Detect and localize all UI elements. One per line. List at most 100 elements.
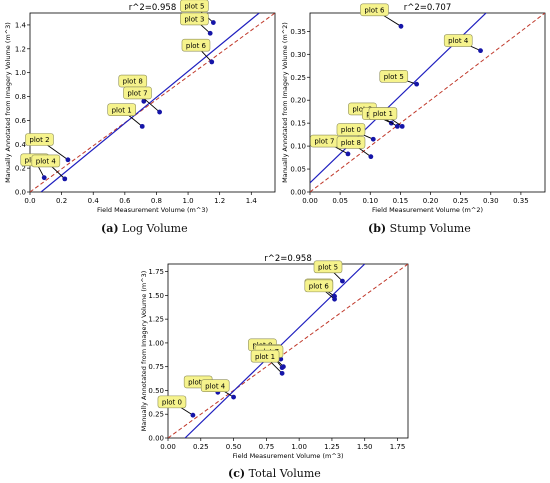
x-tick-label-c-7: 1.75	[390, 443, 406, 451]
point-label-a-1: plot 2	[29, 136, 49, 144]
x-tick-label-c-5: 1.25	[324, 443, 340, 451]
data-point-a-1	[65, 157, 71, 163]
point-label-box-c-0	[313, 260, 343, 274]
point-label-a-5: plot 7	[127, 90, 147, 98]
point-label-box-b-0	[360, 3, 389, 17]
y-tick-label-a-1: 0.2	[15, 165, 26, 173]
y-tick-label-b-0: 0.00	[290, 189, 306, 197]
x-tick-label-c-1: 0.25	[193, 443, 209, 451]
data-point-b-6	[370, 136, 376, 142]
point-label-c-9: plot 0	[162, 398, 182, 406]
point-label-box-a-3	[107, 103, 136, 116]
data-point-c-6	[279, 370, 285, 376]
data-point-b-7	[345, 151, 351, 157]
point-label-c-2: plot 6	[309, 282, 330, 290]
point-label-c-8: plot 4	[205, 382, 226, 390]
caption-a: (a) Log Volume	[101, 222, 188, 235]
y-axis-label-b: Manually Annotated from Imagery Volume (…	[281, 22, 289, 183]
x-tick-label-c-3: 0.75	[259, 443, 275, 451]
data-point-a-3	[139, 123, 145, 129]
caption-b-letter: (b)	[368, 222, 387, 235]
y-tick-label-b-3: 0.15	[290, 120, 306, 128]
caption-a-text: Log Volume	[122, 222, 188, 235]
point-label-box-a-1	[25, 133, 54, 146]
point-label-box-a-2	[31, 154, 61, 168]
x-tick-label-a-4: 0.8	[151, 197, 162, 205]
caption-b-text: Stump Volume	[389, 222, 471, 235]
data-point-b-5	[399, 123, 405, 129]
x-axis-label-a: Field Measurement Volume (m^3)	[97, 206, 208, 214]
point-label-box-c-2	[304, 279, 334, 293]
data-point-a-5	[157, 109, 163, 115]
data-point-a-7	[207, 30, 213, 36]
x-tick-label-b-6: 0.30	[483, 197, 499, 205]
point-label-box-a-7	[180, 12, 209, 26]
y-tick-label-c-7: 1.75	[148, 268, 164, 276]
data-point-c-5	[279, 365, 285, 371]
point-label-box-b-2	[379, 70, 409, 83]
y-tick-label-c-5: 1.25	[148, 316, 164, 324]
y-tick-label-c-2: 0.50	[148, 387, 164, 395]
x-tick-label-a-6: 1.2	[214, 197, 225, 205]
caption-b: (b) Stump Volume	[368, 222, 471, 235]
x-tick-label-b-4: 0.20	[423, 197, 439, 205]
point-label-box-a-6	[180, 0, 209, 13]
data-point-c-2	[332, 296, 337, 302]
point-label-box-b-6	[336, 123, 366, 136]
data-point-c-3	[278, 356, 284, 362]
data-point-c-9	[190, 412, 196, 418]
point-label-a-3: plot 1	[112, 106, 132, 114]
caption-a-letter: (a)	[101, 222, 119, 235]
point-label-c-0: plot 5	[318, 263, 338, 271]
data-point-c-8	[231, 394, 236, 400]
y-tick-label-b-6: 0.30	[290, 51, 306, 59]
x-axis-label-b: Field Measurement Volume (m^2)	[372, 206, 483, 214]
y-tick-label-c-0: 0.00	[148, 435, 164, 443]
x-tick-label-c-2: 0.50	[226, 443, 242, 451]
chart-title-a: r^2=0.958	[129, 3, 176, 13]
x-tick-label-a-7: 1.4	[246, 197, 258, 205]
y-tick-label-c-1: 0.25	[148, 411, 164, 419]
data-point-a-6	[210, 20, 216, 25]
fit-line-a	[40, 13, 260, 192]
y-tick-label-c-4: 1.00	[148, 339, 164, 347]
point-label-box-c-8	[200, 379, 230, 393]
data-point-b-1	[478, 48, 483, 54]
y-tick-label-a-7: 1.4	[15, 21, 27, 29]
y-tick-label-a-5: 1.0	[15, 69, 26, 77]
point-label-b-6: plot 0	[341, 126, 361, 134]
point-label-a-6: plot 5	[184, 2, 204, 10]
point-label-b-8: plot 8	[341, 139, 361, 147]
point-label-c-6: plot 1	[255, 353, 275, 361]
point-label-a-7: plot 3	[184, 16, 204, 24]
y-tick-label-a-0: 0.0	[15, 189, 26, 197]
data-point-b-2	[414, 81, 420, 87]
x-tick-label-a-1: 0.2	[56, 197, 67, 205]
point-label-b-7: plot 7	[314, 138, 334, 146]
data-point-a-8	[209, 59, 215, 65]
y-tick-label-b-4: 0.20	[290, 97, 306, 105]
point-label-b-0: plot 6	[364, 6, 385, 14]
x-tick-label-a-0: 0.0	[24, 197, 35, 205]
point-label-b-1: plot 4	[448, 37, 469, 45]
y-tick-label-a-4: 0.8	[15, 93, 26, 101]
y-tick-label-b-5: 0.25	[290, 74, 306, 82]
y-axis-label-a: Manually Annotated from Imagery Volume (…	[4, 22, 12, 183]
caption-c: (c) Total Volume	[228, 467, 321, 480]
y-tick-label-b-7: 0.35	[290, 28, 306, 36]
point-label-box-b-5	[368, 107, 398, 120]
y-tick-label-c-3: 0.75	[148, 363, 164, 371]
y-tick-label-b-2: 0.10	[290, 143, 306, 151]
point-label-a-8: plot 6	[186, 42, 207, 50]
x-tick-label-b-1: 0.05	[332, 197, 348, 205]
y-tick-label-a-3: 0.6	[15, 117, 27, 125]
chart-title-c: r^2=0.958	[264, 254, 311, 264]
point-label-box-a-8	[181, 38, 211, 52]
data-point-b-4	[394, 123, 400, 129]
caption-c-text: Total Volume	[248, 467, 321, 480]
x-tick-label-a-5: 1.0	[182, 197, 193, 205]
identity-line-a	[30, 13, 275, 192]
point-label-box-a-5	[123, 86, 152, 100]
x-tick-label-b-2: 0.10	[362, 197, 378, 205]
